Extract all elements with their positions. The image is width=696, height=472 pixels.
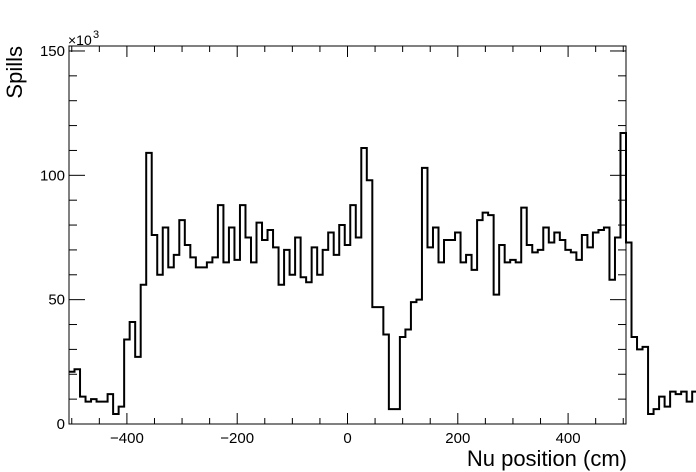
y-tick-label: 0 (57, 416, 65, 433)
histogram-series-line (69, 132, 696, 416)
x-tick-label: 200 (445, 430, 470, 447)
x-tick-label: 400 (556, 430, 581, 447)
x-tick-label: 0 (343, 430, 351, 447)
y-tick-label: 150 (40, 43, 65, 60)
axis-labels: −400 −200 0 200 400 0 50 100 150 (40, 43, 581, 447)
y-tick-label: 100 (40, 167, 65, 184)
x-axis-title: Nu position (cm) (467, 446, 627, 471)
y-axis-title: Spills (2, 46, 27, 99)
y-axis-multiplier: ×10 (68, 32, 92, 48)
y-tick-label: 50 (48, 292, 65, 309)
x-tick-label: −400 (110, 430, 144, 447)
y-axis-multiplier-exponent: 3 (93, 29, 99, 41)
plot-frame (68, 45, 627, 425)
x-tick-label: −200 (220, 430, 254, 447)
